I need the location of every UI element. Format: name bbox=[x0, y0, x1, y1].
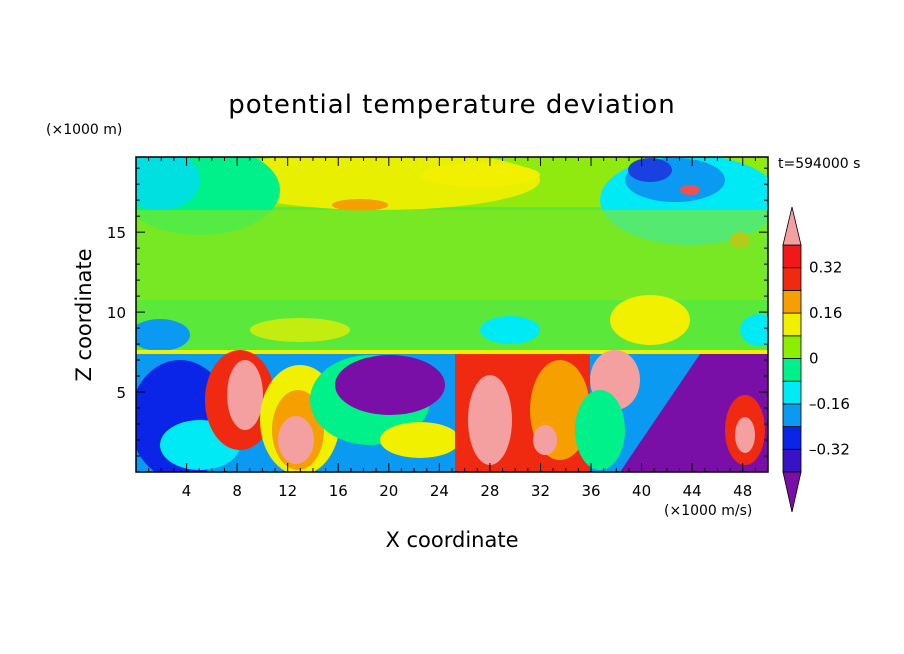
x-axis: 4 8 12 16 20 24 28 32 36 40 44 48 bbox=[148, 157, 756, 500]
blue-edge-left bbox=[136, 319, 190, 351]
cyan-bump bbox=[480, 316, 540, 344]
warm-spot-orange bbox=[332, 199, 388, 211]
x-unit-label: (×1000 m/s) bbox=[664, 503, 752, 519]
x-tick-label: 40 bbox=[632, 482, 651, 500]
interface-line bbox=[136, 350, 768, 354]
colorbar-segment bbox=[782, 426, 802, 450]
colorbar-segment bbox=[782, 335, 802, 359]
colorbar-segment bbox=[782, 358, 802, 382]
x-tick-label: 48 bbox=[733, 482, 752, 500]
time-label: t=594000 s bbox=[778, 156, 860, 172]
pink-core-3 bbox=[468, 375, 512, 465]
dark-blue-spot bbox=[628, 158, 672, 182]
x-axis-title: X coordinate bbox=[385, 528, 518, 552]
pink-spot-right bbox=[735, 417, 755, 453]
x-tick-label: 16 bbox=[329, 482, 348, 500]
colorbar-label: 0.32 bbox=[809, 259, 842, 277]
colorbar-segment bbox=[782, 289, 802, 314]
colorbar-segment bbox=[782, 244, 802, 269]
x-tick-label: 32 bbox=[531, 482, 550, 500]
colorbar-label: –0.16 bbox=[809, 395, 850, 413]
colorbar-label: –0.32 bbox=[809, 440, 850, 458]
cyan-patch-left bbox=[136, 157, 200, 210]
heatmap-field bbox=[136, 157, 768, 472]
x-tick-label: 4 bbox=[182, 482, 192, 500]
red-spot-top bbox=[680, 185, 700, 195]
x-tick-label: 36 bbox=[581, 482, 600, 500]
y-tick-label: 5 bbox=[116, 384, 126, 402]
x-tick-label: 12 bbox=[278, 482, 297, 500]
x-tick-label: 20 bbox=[379, 482, 398, 500]
x-tick-label: 28 bbox=[480, 482, 499, 500]
pink-core-2 bbox=[278, 416, 314, 464]
pink-plume-1 bbox=[227, 360, 263, 430]
yellow-streak bbox=[250, 318, 350, 342]
x-tick-label: 24 bbox=[430, 482, 449, 500]
y-tick-label: 10 bbox=[107, 304, 126, 322]
colorbar-segment bbox=[782, 267, 802, 291]
warm-spot bbox=[420, 163, 540, 187]
colorbar-label: 0 bbox=[809, 350, 819, 368]
x-tick-label: 44 bbox=[683, 482, 702, 500]
chart-title: potential temperature deviation bbox=[228, 90, 675, 120]
green-column bbox=[575, 390, 625, 470]
colorbar-overflow-high bbox=[782, 206, 802, 246]
y-axis-title: Z coordinate bbox=[72, 248, 96, 381]
y-axis: 5 10 15 bbox=[107, 167, 768, 457]
colorbar-segment bbox=[782, 380, 802, 405]
y-tick-label: 15 bbox=[107, 224, 126, 242]
colorbar-label: 0.16 bbox=[809, 304, 842, 322]
pink-core-4 bbox=[533, 425, 557, 455]
yellow-bump bbox=[610, 295, 690, 345]
x-tick-label: 8 bbox=[232, 482, 242, 500]
cyan-edge-right bbox=[740, 314, 768, 346]
mid-band bbox=[136, 210, 768, 300]
yellow-curl bbox=[380, 422, 460, 458]
y-unit-label: (×1000 m) bbox=[46, 122, 122, 138]
colorbar-overflow-low bbox=[782, 471, 802, 513]
purple-core-1 bbox=[335, 355, 445, 415]
colorbar-segment bbox=[782, 312, 802, 337]
colorbar-segment bbox=[782, 448, 802, 473]
colorbar-segment bbox=[782, 403, 802, 427]
colorbar: 0.32 0.16 0 –0.16 –0.32 bbox=[782, 206, 850, 513]
